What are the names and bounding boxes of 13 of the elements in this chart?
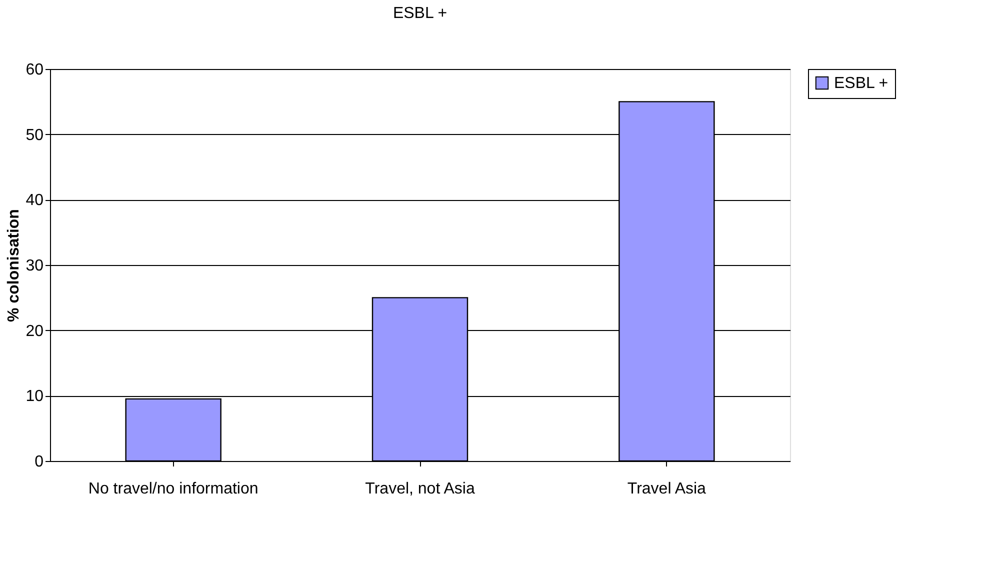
chart-title: ESBL + (392, 5, 448, 22)
x-tick-label: Travel, not Asia (365, 480, 475, 498)
y-tick-label: 10 (26, 388, 44, 406)
y-tick-label: 30 (26, 258, 44, 274)
y-tick-label: 50 (26, 126, 44, 144)
y-tick-label: 20 (26, 322, 44, 340)
y-tick-label: 40 (26, 192, 44, 210)
x-tick-label: No travel/no information (88, 480, 258, 498)
x-tick-label: Travel Asia (627, 480, 706, 498)
legend-label: ESBL + (834, 75, 888, 92)
y-axis-title: % colonisation (6, 209, 23, 322)
y-tick-label: 60 (26, 62, 44, 78)
y-tick-label: 0 (34, 454, 44, 470)
